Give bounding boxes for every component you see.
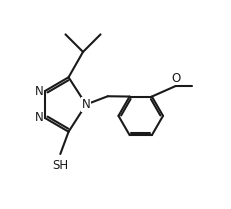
- Text: N: N: [81, 98, 90, 111]
- Text: N: N: [35, 85, 43, 98]
- Text: SH: SH: [52, 159, 68, 172]
- Text: O: O: [170, 72, 180, 85]
- Text: N: N: [35, 111, 43, 124]
